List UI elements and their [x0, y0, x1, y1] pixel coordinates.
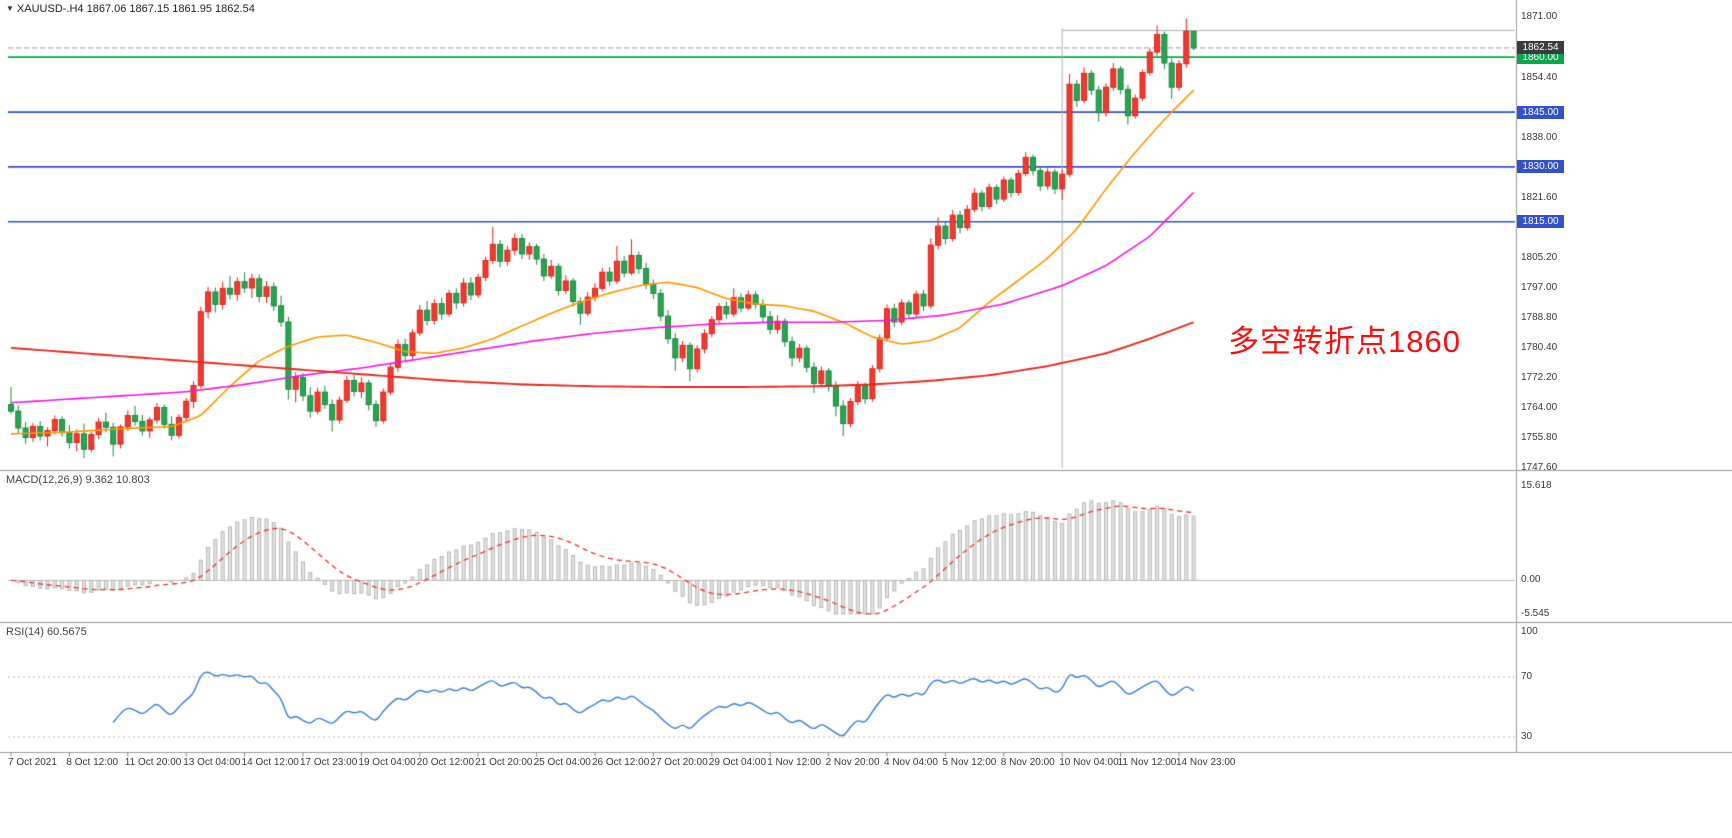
chart-text-annotation: 多空转折点1860 — [1228, 324, 1461, 359]
chart-ohlc-title: ▼ XAUUSD-.H4 1867.06 1867.15 1861.95 1862… — [6, 3, 255, 15]
collapse-chart-icon[interactable]: ▼ — [6, 4, 14, 13]
chart-title-text: XAUUSD-.H4 1867.06 1867.15 1861.95 1862.… — [16, 3, 255, 15]
macd-indicator-title: MACD(12,26,9) 9.362 10.803 — [6, 474, 150, 486]
rsi-indicator-title: RSI(14) 60.5675 — [6, 626, 87, 638]
